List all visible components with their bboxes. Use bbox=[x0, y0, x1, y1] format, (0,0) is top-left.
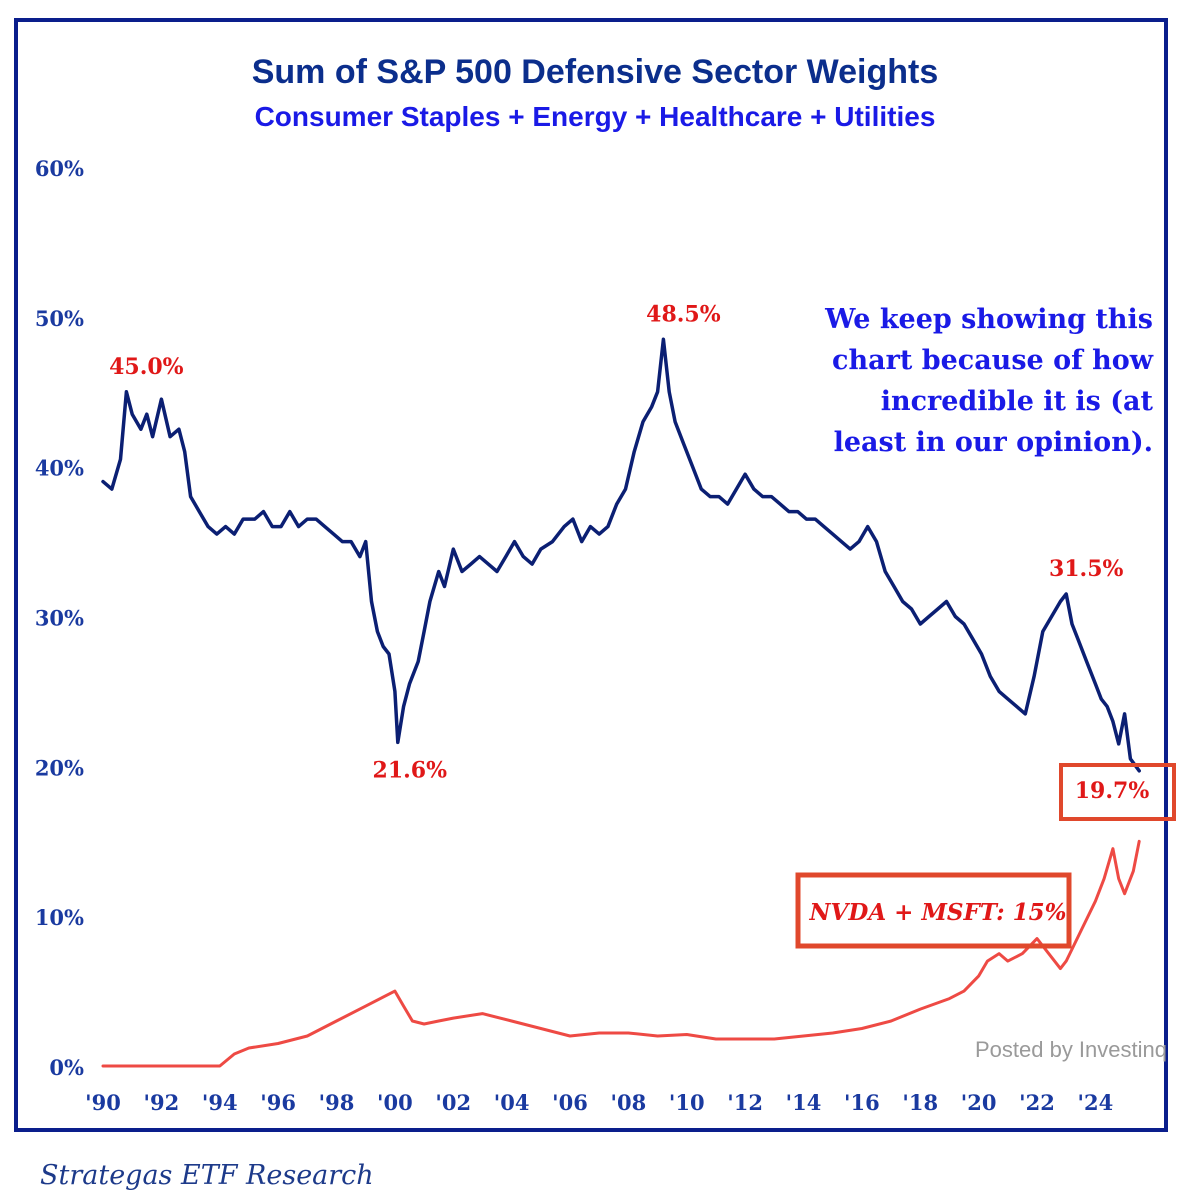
x-tick-label: '92 bbox=[144, 1090, 180, 1115]
x-tick-label: '98 bbox=[319, 1090, 355, 1115]
y-tick-label: 20% bbox=[35, 755, 84, 780]
x-tick-label: '90 bbox=[85, 1090, 121, 1115]
note-line: least in our opinion). bbox=[834, 427, 1153, 458]
annotation-label: 48.5% bbox=[646, 301, 721, 327]
annotation-label: NVDA + MSFT: 15% bbox=[809, 899, 1067, 926]
x-tick-label: '18 bbox=[902, 1090, 938, 1115]
x-tick-label: '00 bbox=[377, 1090, 413, 1115]
source-footer: Strategas ETF Research bbox=[40, 1160, 374, 1191]
highlight-box-nvda-msft bbox=[795, 872, 1072, 949]
x-tick-label: '08 bbox=[611, 1090, 647, 1115]
note-line: incredible it is (at bbox=[881, 386, 1154, 417]
y-tick-label: 40% bbox=[35, 456, 84, 481]
annotation-label: 31.5% bbox=[1049, 556, 1124, 582]
y-tick-label: 50% bbox=[35, 306, 84, 331]
x-tick-label: '10 bbox=[669, 1090, 705, 1115]
chart-subtitle: Consumer Staples + Energy + Healthcare +… bbox=[255, 101, 936, 132]
x-tick-label: '22 bbox=[1019, 1090, 1055, 1115]
x-tick-label: '14 bbox=[786, 1090, 822, 1115]
annotation-label: 45.0% bbox=[109, 354, 184, 380]
nvda-msft-line bbox=[101, 839, 1141, 1068]
defensive-weights-line bbox=[101, 337, 1141, 773]
y-tick-label: 10% bbox=[35, 905, 84, 930]
x-tick-label: '16 bbox=[844, 1090, 880, 1115]
x-tick-label: '06 bbox=[552, 1090, 588, 1115]
chart-note: We keep showing this chart because of how… bbox=[824, 304, 1154, 458]
y-tick-label: 60% bbox=[35, 156, 84, 181]
x-tick-label: '04 bbox=[494, 1090, 530, 1115]
x-tick-label: '24 bbox=[1078, 1090, 1114, 1115]
highlight-box-197 bbox=[1059, 763, 1176, 821]
chart-titles: Sum of S&P 500 Defensive Sector Weights … bbox=[252, 53, 939, 132]
annotation-label: 19.7% bbox=[1075, 778, 1150, 804]
x-tick-label: '02 bbox=[435, 1090, 471, 1115]
series-lines bbox=[101, 337, 1141, 1068]
y-axis: 0% 10% 20% 30% 40% 50% 60% bbox=[35, 156, 84, 1080]
annotations: 45.0% 21.6% 48.5% 31.5% 19.7% NVDA + MSFT: 15… bbox=[109, 301, 1176, 949]
annotation-label: 21.6% bbox=[373, 757, 448, 783]
note-line: chart because of how bbox=[832, 345, 1154, 376]
x-tick-label: '20 bbox=[961, 1090, 997, 1115]
note-line: We keep showing this bbox=[824, 304, 1153, 335]
x-tick-label: '96 bbox=[260, 1090, 296, 1115]
x-tick-label: '94 bbox=[202, 1090, 238, 1115]
y-tick-label: 0% bbox=[49, 1055, 84, 1080]
posted-by-credit: Posted by Investinq bbox=[974, 1037, 1167, 1062]
x-tick-label: '12 bbox=[727, 1090, 763, 1115]
y-tick-label: 30% bbox=[35, 606, 84, 631]
chart-title: Sum of S&P 500 Defensive Sector Weights bbox=[252, 53, 939, 91]
x-axis: '90 '92 '94 '96 '98 '00 '02 '04 '06 '08 '10 '12 '14 '… bbox=[85, 1090, 1113, 1115]
